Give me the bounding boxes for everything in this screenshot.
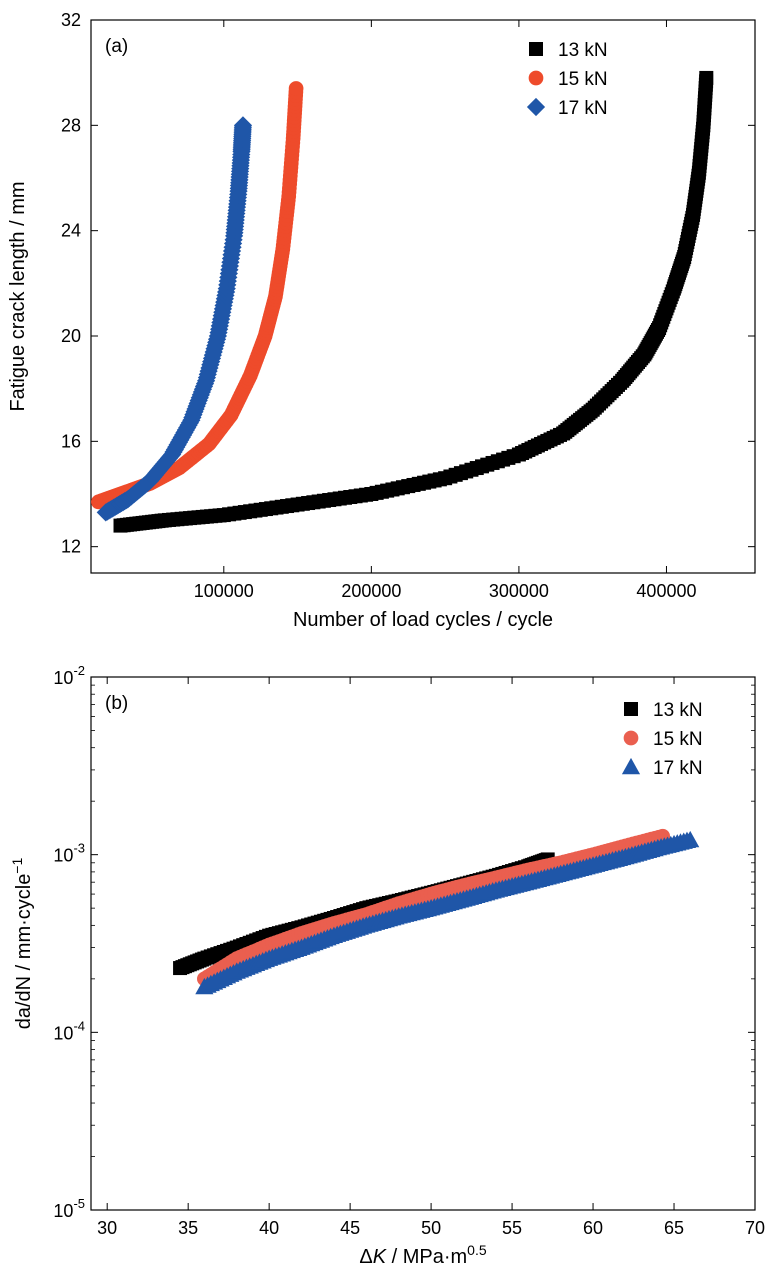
- x-axis-label-part: 0.5: [467, 1242, 487, 1258]
- x-tick-label: 200000: [341, 581, 401, 601]
- y-tick-label: 10-5: [53, 1196, 85, 1221]
- y-axis-label-part: dN: [13, 976, 35, 1002]
- x-tick-label: 65: [664, 1218, 684, 1238]
- legend-label: 13 kN: [653, 700, 703, 721]
- y-tick-label: 10-3: [53, 841, 85, 866]
- series-1: [91, 81, 304, 510]
- x-axis-label: Number of load cycles / cycle: [293, 609, 553, 631]
- plot-frame: [90, 676, 756, 1211]
- legend-marker: [621, 757, 641, 775]
- y-tick-label: 16: [61, 431, 81, 451]
- legend: 13 kN 15 kN 17 kN: [621, 700, 703, 779]
- x-axis-label-part: / MPa·m: [386, 1246, 467, 1268]
- y-tick-exponent: -2: [73, 663, 85, 678]
- y-tick-label: 10-4: [53, 1018, 85, 1043]
- data-point: [699, 70, 714, 85]
- y-tick-base: 10: [53, 1201, 73, 1221]
- y-tick-label: 32: [61, 10, 81, 30]
- legend-marker: [526, 97, 546, 117]
- y-tick-label: 12: [61, 537, 81, 557]
- legend-marker: [623, 730, 639, 746]
- data-point: [233, 116, 253, 135]
- x-tick-label: 50: [421, 1218, 441, 1238]
- plot-frame: [90, 19, 756, 574]
- legend-marker: [529, 42, 543, 56]
- legend-marker: [624, 702, 638, 716]
- series-0: [113, 70, 714, 533]
- x-tick-label: 400000: [636, 581, 696, 601]
- panel-b: 30 35 40 45 50 55 60 65 7010-510-410-310-2(b)ΔK …: [9, 663, 765, 1268]
- y-tick-label: 20: [61, 326, 81, 346]
- legend-label: 13 kN: [558, 40, 608, 61]
- x-tick-label: 100000: [194, 581, 254, 601]
- y-axis-label-part: / mm·cycle: [13, 874, 35, 976]
- y-tick-base: 10: [53, 668, 73, 688]
- panel-label: (a): [105, 36, 128, 57]
- y-tick-exponent: -5: [73, 1196, 85, 1211]
- legend-label: 17 kN: [558, 98, 608, 119]
- panel-a: 100000 200000 300000 400000 12 16 20 24 28 32 (a) N…: [7, 10, 756, 631]
- x-tick-label: 45: [340, 1218, 360, 1238]
- y-tick-label: 28: [61, 115, 81, 135]
- x-axis-label-part: Δ: [359, 1246, 372, 1268]
- data-point: [288, 81, 304, 96]
- y-axis-label-part: /: [13, 1001, 35, 1007]
- x-tick-label: 40: [259, 1218, 279, 1238]
- y-tick-exponent: -4: [73, 1018, 85, 1033]
- x-axis-label: ΔK / MPa·m0.5: [359, 1242, 487, 1268]
- y-tick-base: 10: [53, 1023, 73, 1043]
- x-tick-label: 300000: [489, 581, 549, 601]
- x-tick-label: 55: [502, 1218, 522, 1238]
- legend-marker: [528, 70, 544, 86]
- y-tick-label: 10-2: [53, 663, 85, 688]
- x-tick-label: 60: [583, 1218, 603, 1238]
- y-axis-label: Fatigue crack length / mm: [7, 181, 29, 411]
- y-axis-label-part: −1: [9, 858, 25, 874]
- y-tick-exponent: -3: [73, 841, 85, 856]
- x-tick-label: 70: [745, 1218, 765, 1238]
- legend-label: 15 kN: [558, 69, 608, 90]
- legend-label: 15 kN: [653, 729, 703, 750]
- y-axis-label-part: da: [13, 1006, 35, 1029]
- y-tick-base: 10: [53, 846, 73, 866]
- series-2: [96, 116, 253, 522]
- legend-label: 17 kN: [653, 758, 703, 779]
- y-tick-label: 24: [61, 221, 81, 241]
- series-2: [195, 830, 700, 995]
- x-tick-label: 35: [178, 1218, 198, 1238]
- legend: 13 kN 15 kN 17 kN: [526, 40, 608, 119]
- x-axis-label-part: K: [373, 1246, 388, 1268]
- x-tick-label: 30: [97, 1218, 117, 1238]
- panel-label: (b): [105, 693, 128, 714]
- y-axis-label: da/dN / mm·cycle−1: [9, 858, 35, 1030]
- data-point: [681, 830, 700, 848]
